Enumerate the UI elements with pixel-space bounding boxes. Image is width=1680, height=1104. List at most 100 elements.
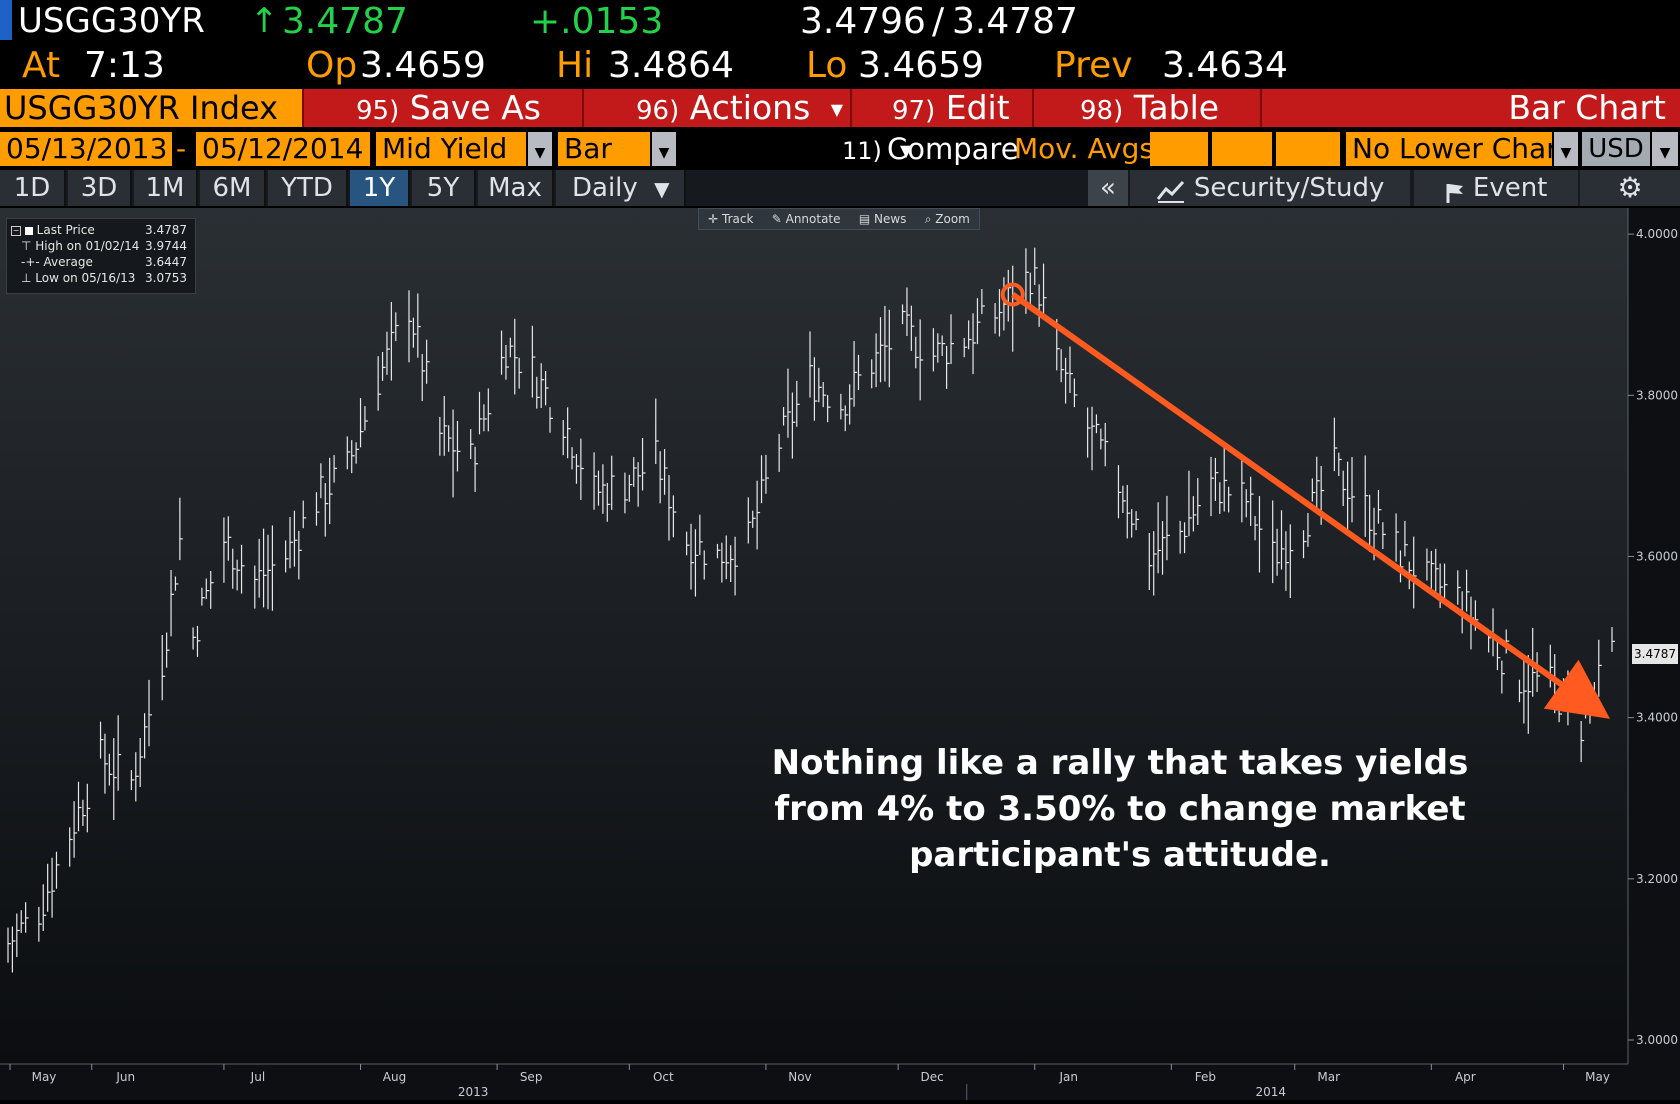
price-bar <box>1258 496 1263 573</box>
event-button[interactable]: Event <box>1414 170 1578 206</box>
security-field[interactable]: USGG30YR Index <box>0 89 302 127</box>
legend-row-low: ⊥ Low on 05/16/13 3.0753 <box>21 271 191 287</box>
zoom-tool[interactable]: ⌕ Zoom <box>925 212 970 227</box>
x-month-label: Jul <box>250 1070 265 1084</box>
price-bar <box>86 783 91 833</box>
price-bar <box>196 625 201 657</box>
price-bar <box>20 910 25 933</box>
price-bar <box>258 538 263 598</box>
edit-button[interactable]: 97) Edit ▼ <box>850 89 1032 160</box>
tab-ytd[interactable]: YTD <box>268 170 348 206</box>
price-bar <box>1117 465 1122 519</box>
compare-button[interactable]: 11) Compare <box>842 132 1019 166</box>
legend-row-average: -+- Average 3.6447 <box>21 255 191 271</box>
end-date-field[interactable]: 05/12/2014 <box>196 132 370 166</box>
price-bar <box>505 344 509 380</box>
security-study-button[interactable]: Security/Study <box>1130 170 1410 206</box>
field-dropdown-button[interactable]: ▼ <box>528 132 552 166</box>
legend-average-label: Average <box>43 255 93 269</box>
price-bar <box>1311 478 1316 502</box>
moving-average-field-1[interactable] <box>1150 132 1210 166</box>
price-bar <box>514 318 518 395</box>
track-tool[interactable]: ✛ Track <box>708 212 753 226</box>
price-bar <box>844 405 849 432</box>
legend-last-label: Last Price <box>36 223 95 237</box>
table-button[interactable]: 98) Table <box>1032 89 1260 127</box>
news-tool[interactable]: ▤ News <box>859 212 907 226</box>
tab-1y[interactable]: 1Y <box>350 170 410 206</box>
currency-dropdown-button[interactable]: ▼ <box>1652 132 1678 166</box>
price-bar <box>82 799 86 826</box>
price-bar <box>262 528 267 608</box>
price-bar <box>1060 349 1065 383</box>
price-bar <box>1347 461 1351 534</box>
lower-chart-select[interactable]: No Lower Chart <box>1346 132 1552 166</box>
price-bar <box>919 319 924 401</box>
style-select[interactable]: Bar <box>558 132 650 166</box>
table-label: Table <box>1133 88 1220 127</box>
lower-chart-dropdown-button[interactable]: ▼ <box>1554 132 1578 166</box>
period-select[interactable]: Daily ▼ <box>556 170 686 206</box>
price-bar <box>716 543 721 559</box>
tab-max[interactable]: Max <box>478 170 554 206</box>
tab-1d[interactable]: 1D <box>0 170 66 206</box>
price-bar <box>130 770 135 791</box>
chart-area[interactable]: 3.0000 3.2000 3.4000 3.6000 3.8000 4.0000 May… <box>0 208 1680 1100</box>
price-bar <box>734 536 739 596</box>
save-as-label: Save As <box>409 88 541 127</box>
price-bar <box>1131 509 1135 538</box>
price-bar <box>782 407 787 426</box>
price-bar <box>915 336 919 369</box>
moving-average-field-3[interactable] <box>1276 132 1340 166</box>
tab-6m[interactable]: 6M <box>200 170 266 206</box>
chevron-down-icon: ▼ <box>654 177 670 201</box>
price-bar <box>1034 247 1038 286</box>
legend-last-value: 3.4787 <box>145 223 187 237</box>
x-month-label: May <box>32 1070 57 1084</box>
annotate-tool[interactable]: ✎ Annotate <box>772 212 841 226</box>
price-bar <box>580 438 584 500</box>
price-bar <box>227 516 232 561</box>
price-bar <box>857 354 862 391</box>
price-bar <box>364 406 368 431</box>
currency-select[interactable]: USD <box>1582 132 1650 166</box>
tab-5y[interactable]: 5Y <box>412 170 476 206</box>
price-bar <box>932 328 937 372</box>
price-bar <box>972 313 977 375</box>
settings-button[interactable]: ⚙ <box>1580 170 1680 206</box>
price-bar <box>752 510 756 528</box>
bar-chart[interactable]: 3.0000 3.2000 3.4000 3.6000 3.8000 4.0000 May… <box>0 208 1680 1100</box>
price-bar <box>1197 478 1201 525</box>
price-bar <box>941 335 946 356</box>
last-price-tag-value: 3.4787 <box>1634 647 1676 662</box>
style-dropdown-button[interactable]: ▼ <box>652 132 676 166</box>
moving-averages-label: Mov. Avgs <box>1014 132 1154 165</box>
price-bar <box>976 298 981 345</box>
price-bar <box>386 331 390 375</box>
moving-average-field-2[interactable] <box>1212 132 1274 166</box>
price-bar <box>478 391 483 435</box>
price-bar <box>1280 510 1285 570</box>
tab-1m[interactable]: 1M <box>134 170 198 206</box>
price-bar <box>302 500 307 529</box>
ticker-symbol: USGG30YR <box>18 1 205 41</box>
price-bar <box>1505 629 1510 654</box>
actions-button[interactable]: 96) Actions ▼ <box>582 89 850 127</box>
start-date-field[interactable]: 05/13/2013 <box>0 132 172 166</box>
tab-3d[interactable]: 3D <box>68 170 132 206</box>
price-bar <box>1148 532 1153 591</box>
price-bar <box>531 325 536 398</box>
field-select[interactable]: Mid Yield <box>376 132 526 166</box>
price-bar <box>888 309 893 388</box>
save-as-button[interactable]: 95) Save As <box>302 89 582 127</box>
double-chevron-left-icon: « <box>1100 173 1116 203</box>
collapse-button[interactable]: « <box>1088 170 1128 206</box>
low-value: 3.4659 <box>858 45 984 86</box>
checkbox-icon[interactable]: − <box>11 225 21 236</box>
price-bar <box>1465 569 1470 612</box>
price-bar <box>968 320 972 350</box>
price-bar <box>293 510 298 567</box>
price-bar <box>765 454 769 494</box>
chevron-down-icon: ▼ <box>900 140 913 160</box>
price-bar <box>1351 457 1356 523</box>
